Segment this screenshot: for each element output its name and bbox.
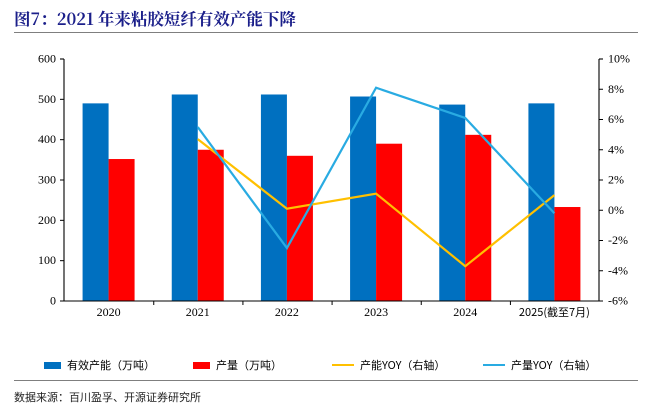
svg-text:2022: 2022 [275,305,299,319]
svg-text:4%: 4% [608,142,624,156]
svg-text:2024: 2024 [453,305,477,319]
svg-text:2021: 2021 [186,305,210,319]
svg-text:6%: 6% [608,112,624,126]
svg-text:0: 0 [50,294,56,308]
svg-text:400: 400 [38,132,56,146]
svg-text:10%: 10% [608,52,630,66]
svg-text:2025(截至7月): 2025(截至7月) [519,304,590,320]
svg-text:2%: 2% [608,173,624,187]
svg-text:2020: 2020 [97,305,121,319]
svg-text:-6%: -6% [608,294,628,308]
svg-text:2023: 2023 [364,305,388,319]
svg-text:100: 100 [38,253,56,267]
svg-text:300: 300 [38,173,56,187]
svg-text:600: 600 [38,52,56,66]
svg-text:500: 500 [38,92,56,106]
svg-text:-2%: -2% [608,233,628,247]
svg-text:200: 200 [38,213,56,227]
svg-text:-4%: -4% [608,263,628,277]
svg-text:8%: 8% [608,82,624,96]
svg-text:0%: 0% [608,203,624,217]
